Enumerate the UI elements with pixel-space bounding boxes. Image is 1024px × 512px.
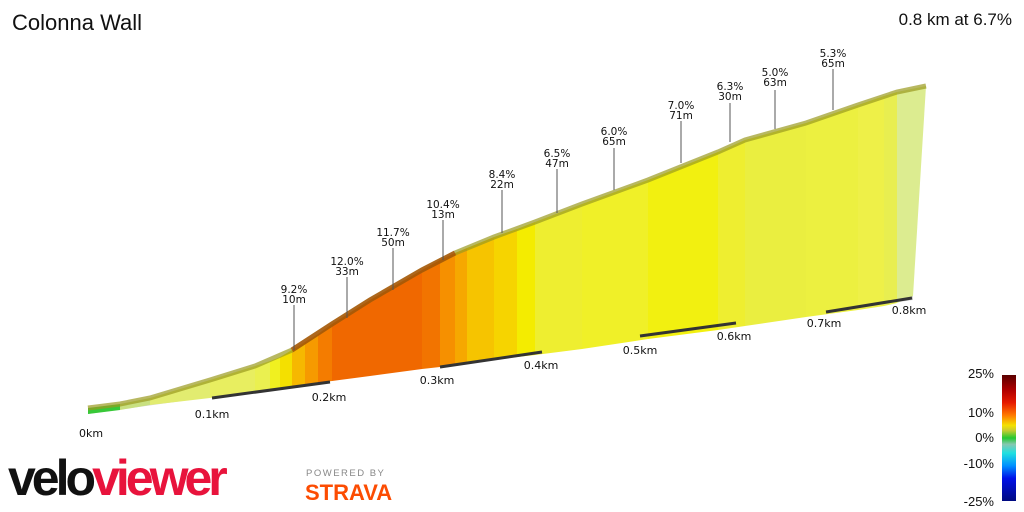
x-tick-5: 0.5km: [623, 344, 658, 357]
seg-len-3: 13m: [431, 209, 455, 221]
seg-grad-8: 6.3%: [717, 81, 744, 93]
seg-len-2: 50m: [381, 237, 405, 249]
x-tick-8: 0.8km: [892, 304, 927, 317]
seg-grad-0: 9.2%: [281, 284, 308, 296]
seg-len-6: 65m: [602, 136, 626, 148]
x-tick-6: 0.6km: [717, 330, 752, 343]
legend-tick-10: 10%: [967, 405, 994, 420]
logo-velo: velo: [8, 450, 96, 506]
legend-tick-neg25: -25%: [963, 494, 994, 509]
seg-grad-6: 6.0%: [601, 126, 628, 138]
seg-grad-3: 10.4%: [426, 199, 459, 211]
strava-logo: STRAVA: [305, 480, 393, 505]
seg-len-9: 63m: [763, 77, 787, 89]
x-tick-1: 0.1km: [195, 408, 230, 421]
seg-len-1: 33m: [335, 266, 359, 278]
x-tick-7: 0.7km: [807, 317, 842, 330]
seg-len-4: 22m: [490, 179, 514, 191]
legend-tick-25: 25%: [967, 366, 994, 381]
climb-title: Colonna Wall: [12, 10, 143, 35]
seg-grad-7: 7.0%: [668, 100, 695, 112]
veloviewer-logo: veloviewer: [8, 448, 228, 508]
seg-grad-9: 5.0%: [762, 67, 789, 79]
powered-by-label: POWERED BY: [306, 468, 386, 479]
legend-tick-neg10: -10%: [963, 456, 994, 471]
seg-grad-5: 6.5%: [544, 148, 571, 160]
seg-grad-1: 12.0%: [330, 256, 363, 268]
seg-len-8: 30m: [718, 91, 742, 103]
x-tick-2: 0.2km: [312, 391, 347, 404]
climb-summary: 0.8 km at 6.7%: [898, 10, 1012, 29]
legend-tick-0: 0%: [975, 430, 994, 445]
x-tick-3: 0.3km: [420, 374, 455, 387]
seg-len-5: 47m: [545, 158, 569, 170]
seg-grad-2: 11.7%: [376, 227, 409, 239]
seg-len-10: 65m: [821, 58, 845, 70]
seg-len-7: 71m: [669, 110, 693, 122]
gradient-colorbar: [1002, 375, 1016, 501]
seg-len-0: 10m: [282, 294, 306, 306]
x-tick-4: 0.4km: [524, 359, 559, 372]
logo-viewer: viewer: [92, 450, 228, 506]
x-tick-0: 0km: [79, 427, 103, 440]
seg-grad-4: 8.4%: [489, 169, 516, 181]
seg-grad-10: 5.3%: [820, 48, 847, 60]
